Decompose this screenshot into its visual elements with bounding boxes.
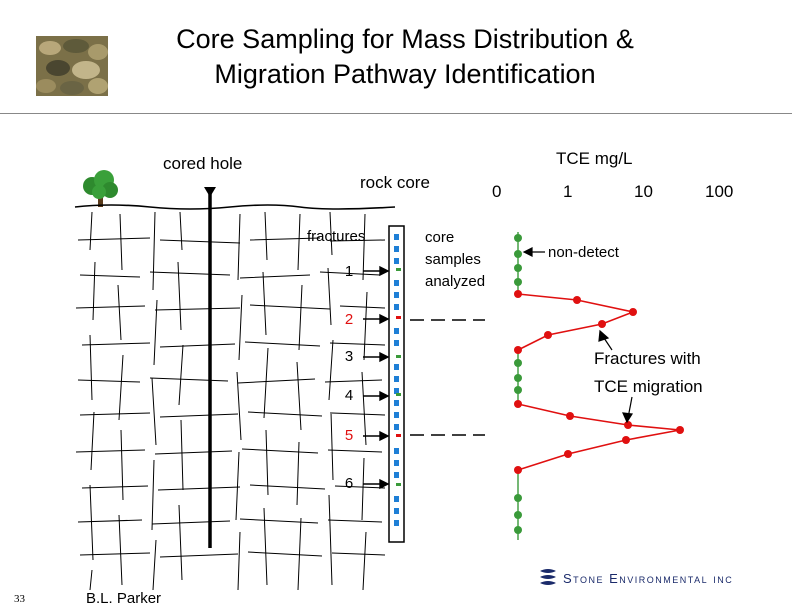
header-photo bbox=[36, 36, 108, 96]
fracture-number-3: 3 bbox=[344, 348, 354, 365]
title-line-2: Migration Pathway Identification bbox=[214, 59, 596, 89]
fracture-number-5: 5 bbox=[344, 427, 354, 444]
title-line-1: Core Sampling for Mass Distribution & bbox=[176, 24, 634, 54]
fractures-migration-line-1: Fractures with bbox=[594, 349, 701, 368]
axis-tick-1: 1 bbox=[563, 182, 573, 201]
fractures-migration-label: Fractures with TCE migration bbox=[594, 345, 703, 401]
core-samples-label: core samples analyzed bbox=[425, 227, 485, 293]
tree-icon bbox=[83, 170, 118, 207]
fracture-arrows bbox=[363, 265, 390, 490]
fracture-number-2: 2 bbox=[344, 311, 354, 328]
fractures-migration-line-2: TCE migration bbox=[594, 377, 703, 396]
non-detect-profile bbox=[514, 232, 522, 540]
rock-core-column bbox=[388, 225, 405, 543]
core-samples-line-3: analyzed bbox=[425, 273, 486, 290]
core-samples-line-2: samples bbox=[425, 251, 481, 268]
core-samples-line-1: core bbox=[425, 229, 455, 246]
axis-tick-100: 100 bbox=[705, 182, 734, 201]
callout-arrows bbox=[522, 247, 634, 424]
page-number: 33 bbox=[14, 593, 25, 605]
core-sample-marks bbox=[394, 234, 399, 526]
company-name: Stone Environmental inc bbox=[563, 571, 734, 586]
tce-axis-label: TCE mg/L bbox=[556, 149, 633, 168]
title-divider bbox=[0, 113, 792, 114]
stone-environmental-logo-icon bbox=[540, 569, 556, 585]
fracture-number-6: 6 bbox=[344, 475, 354, 492]
axis-tick-0: 0 bbox=[492, 182, 502, 201]
cored-hole-arrowhead bbox=[204, 187, 216, 197]
slide-title: Core Sampling for Mass Distribution & Mi… bbox=[105, 22, 705, 92]
ground-surface bbox=[74, 204, 396, 210]
cored-hole-label: cored hole bbox=[163, 154, 243, 173]
tce-detect-profile bbox=[514, 290, 684, 474]
rock-core-label: rock core bbox=[360, 173, 430, 192]
fractures-label: fractures bbox=[307, 228, 366, 245]
rock-fracture-network bbox=[75, 211, 386, 591]
axis-tick-10: 10 bbox=[634, 182, 653, 201]
non-detect-label: non-detect bbox=[548, 244, 619, 261]
migration-dashed-lines bbox=[410, 319, 485, 436]
fracture-number-4: 4 bbox=[344, 387, 354, 404]
fracture-marks-on-core bbox=[396, 268, 401, 486]
author-credit: B.L. Parker bbox=[86, 590, 162, 607]
river-stones-image bbox=[36, 36, 108, 96]
fracture-number-1: 1 bbox=[344, 263, 354, 280]
